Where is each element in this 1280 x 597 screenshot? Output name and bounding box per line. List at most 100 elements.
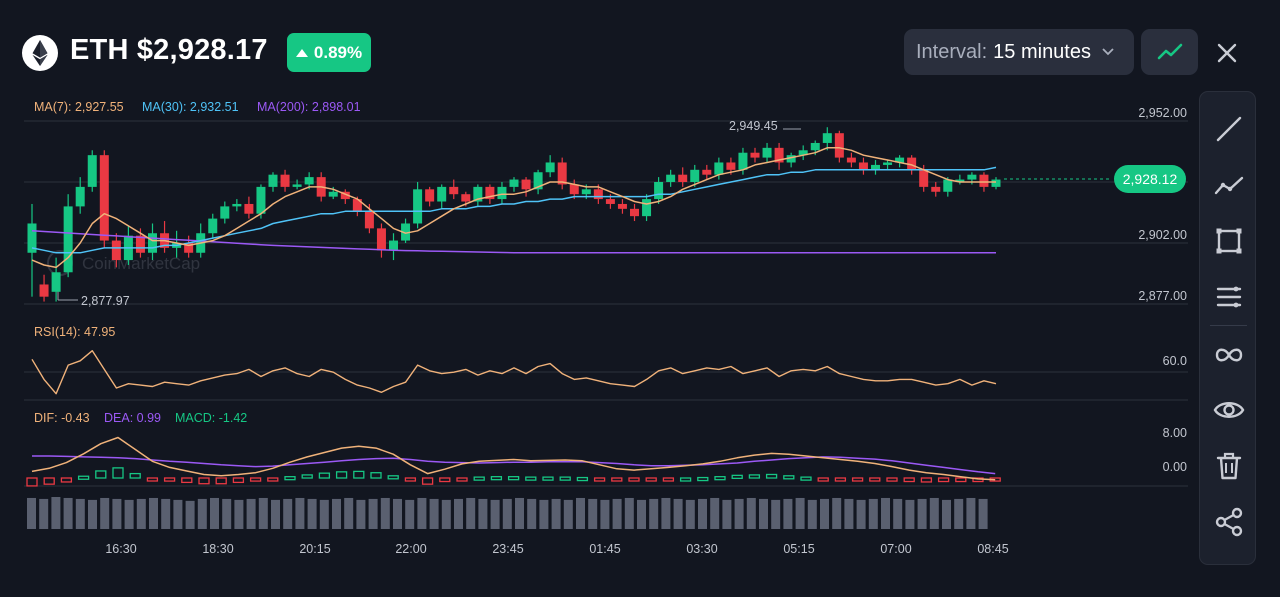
volume-bar — [124, 499, 134, 529]
candle-body — [883, 162, 893, 165]
infinity-icon — [1215, 348, 1242, 362]
candle-body — [593, 189, 603, 200]
candle-body — [666, 174, 676, 182]
candle-body — [244, 203, 254, 214]
macd-histogram-bar — [576, 476, 589, 482]
parallel-lines-tool[interactable] — [1200, 277, 1257, 317]
candle-body — [967, 174, 977, 180]
volume-bar — [771, 499, 781, 529]
share-icon — [1215, 507, 1242, 537]
share-button[interactable] — [1200, 502, 1257, 542]
trash-icon — [1216, 452, 1241, 480]
time-axis-label: 08:45 — [977, 542, 1008, 556]
volume-bar — [759, 498, 768, 529]
rsi-axis-label: 60.0 — [1163, 354, 1187, 368]
macd-histogram-bar — [95, 470, 107, 479]
volume-bar — [600, 499, 610, 529]
line-chart-icon — [1157, 43, 1182, 60]
horizontal-lines-icon — [1216, 286, 1241, 308]
volume-bar — [563, 499, 573, 529]
macd-histogram-bar — [284, 476, 296, 481]
volume-bar — [844, 498, 854, 529]
trend-line-icon — [1216, 116, 1241, 142]
polyline-icon — [1214, 176, 1243, 195]
volume-bar — [746, 497, 756, 529]
candle-body — [786, 155, 796, 163]
rsi-line — [31, 350, 997, 395]
macd-histogram-bar — [611, 477, 623, 482]
price-change-value: 0.89% — [313, 42, 363, 62]
close-icon — [1217, 43, 1237, 63]
chart-type-button[interactable] — [1141, 29, 1198, 75]
delete-drawings-button[interactable] — [1200, 446, 1257, 486]
macd-value-label: MACD: -1.42 — [175, 411, 247, 425]
current-price-value: 2,928.12 — [1123, 171, 1178, 187]
price-chart[interactable]: MA(7): 2,927.55 MA(30): 2,932.51 MA(200)… — [0, 0, 1195, 597]
volume-bar — [905, 499, 915, 529]
time-axis-label: 18:30 — [202, 542, 233, 556]
candle-body — [521, 179, 531, 190]
time-axis-label: 20:15 — [299, 542, 330, 556]
rectangle-tool[interactable] — [1200, 221, 1257, 261]
macd-histogram-bar — [421, 477, 434, 485]
time-axis-label: 05:15 — [783, 542, 814, 556]
interval-dropdown[interactable]: Interval: 15 minutes — [904, 29, 1134, 75]
ethereum-logo-icon — [22, 35, 58, 71]
volume-bar — [576, 497, 585, 529]
volume-bar — [929, 497, 939, 529]
candle-body — [642, 199, 652, 217]
ma30-line — [31, 166, 997, 254]
macd-histogram-bar — [404, 477, 417, 482]
volume-bar — [466, 497, 476, 529]
candle-body — [907, 157, 917, 170]
close-button[interactable] — [1210, 36, 1244, 70]
volume-bar — [685, 499, 695, 529]
low-price-label: 2,877.97 — [81, 294, 130, 308]
arrow-up-icon — [295, 48, 308, 57]
macd-histogram-bar — [318, 472, 331, 479]
macd-dif-label: DIF: -0.43 — [34, 411, 90, 425]
moving-average-lines — [31, 147, 997, 269]
trend-line-tool[interactable] — [1200, 109, 1257, 149]
volume-bar — [100, 497, 110, 529]
macd-dea-line — [32, 455, 996, 475]
volume-bar — [490, 499, 500, 529]
polyline-tool[interactable] — [1200, 165, 1257, 205]
volume-bar — [795, 497, 805, 529]
candle-body — [87, 155, 97, 187]
macd-histogram-bar — [507, 476, 520, 481]
magnet-tool[interactable] — [1200, 335, 1257, 375]
volume-bar — [454, 498, 463, 529]
macd-histogram-bar — [748, 474, 761, 479]
ma7-line — [31, 147, 996, 269]
macd-histogram-bar — [714, 476, 726, 481]
price-axis-label: 2,877.00 — [1138, 289, 1187, 303]
volume-bar — [271, 499, 280, 529]
macd-histogram-bar — [765, 473, 778, 479]
macd-histogram-bar — [645, 477, 657, 482]
interval-value: 15 minutes — [993, 40, 1091, 63]
candle-body — [690, 169, 700, 182]
candle-body — [943, 179, 953, 192]
volume-bar — [868, 498, 878, 529]
macd-histogram-bar — [886, 477, 898, 482]
interval-label: Interval: — [916, 40, 988, 63]
watermark-text: CoinMarketCap — [82, 254, 200, 273]
macd-axis-label: 8.00 — [1163, 426, 1187, 440]
macd-histogram-bar — [43, 477, 55, 485]
volume-bar — [197, 498, 207, 529]
candle-body — [714, 162, 724, 175]
time-axis: 16:30 18:30 20:15 22:00 23:45 01:45 03:3… — [105, 542, 1008, 556]
volume-bar — [588, 498, 598, 529]
macd-histogram-bar — [439, 477, 451, 483]
price-change-badge: 0.89% — [287, 33, 371, 72]
candle-body — [449, 186, 459, 195]
volume-bar — [734, 498, 744, 529]
candle-body — [304, 177, 314, 185]
macd-histogram-bar — [387, 475, 399, 480]
candle-body — [473, 186, 483, 202]
visibility-toggle[interactable] — [1200, 390, 1257, 430]
volume-bar — [417, 497, 427, 529]
macd-histogram-bar — [112, 467, 124, 479]
macd-histogram-bar — [800, 476, 812, 481]
